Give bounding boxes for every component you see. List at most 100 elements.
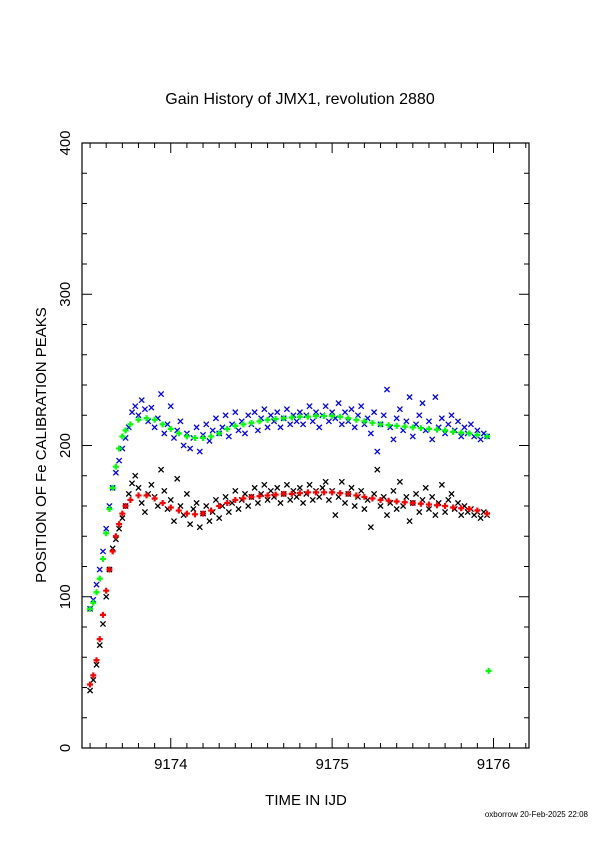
data-point [141, 508, 148, 516]
data-point [116, 445, 123, 452]
x-tick-labels: 9174 9175 9176 [154, 756, 510, 773]
data-point [348, 484, 355, 491]
data-point [254, 427, 261, 434]
data-point [138, 397, 145, 404]
data-point [288, 414, 295, 421]
data-point [338, 421, 345, 428]
data-point [261, 481, 268, 488]
data-point [235, 427, 242, 434]
data-point [229, 499, 236, 507]
series-2 [87, 466, 491, 694]
data-point [445, 421, 452, 428]
data-point [458, 505, 465, 512]
data-point [96, 575, 103, 582]
data-point [385, 422, 392, 429]
data-point [116, 521, 123, 528]
data-point [143, 415, 150, 422]
data-point [353, 416, 360, 423]
data-point [369, 419, 376, 426]
data-point [261, 406, 268, 413]
data-point [141, 406, 148, 413]
data-point [383, 512, 391, 519]
data-point [461, 424, 468, 431]
data-point [293, 493, 300, 500]
data-point [193, 424, 200, 431]
data-point [383, 386, 391, 393]
data-point [232, 496, 239, 503]
data-point [119, 445, 126, 452]
data-point [477, 515, 484, 522]
data-point [112, 463, 119, 470]
data-point [393, 422, 400, 429]
data-point [345, 415, 352, 422]
data-point [393, 415, 400, 422]
data-point [438, 481, 445, 488]
data-point [474, 427, 481, 434]
data-point [103, 587, 110, 594]
data-point [174, 475, 181, 482]
data-point [338, 478, 345, 485]
data-point [337, 490, 344, 497]
data-point [280, 490, 287, 497]
data-point [401, 499, 408, 506]
data-point [377, 496, 384, 503]
data-point [348, 406, 355, 413]
data-point [474, 507, 481, 514]
data-point [87, 687, 94, 694]
data-point [450, 428, 457, 435]
data-point [93, 589, 100, 596]
data-point [374, 466, 381, 473]
data-point [127, 496, 134, 503]
data-point [151, 416, 158, 423]
data-point [429, 493, 436, 500]
data-point [484, 433, 491, 440]
data-point [412, 490, 420, 497]
data-point [161, 487, 168, 494]
data-point [199, 431, 207, 438]
data-point [161, 430, 168, 437]
data-point [219, 424, 226, 431]
x-tick-label: 9174 [154, 756, 187, 773]
data-point [429, 436, 436, 443]
data-point [283, 481, 291, 488]
data-point [248, 419, 255, 426]
data-point [158, 466, 165, 473]
data-point [393, 505, 400, 513]
data-point [256, 493, 263, 500]
y-tick-labels: 0 100 200 300 400 [57, 130, 74, 752]
data-point [361, 421, 368, 428]
data-point [158, 391, 165, 398]
data-point [93, 657, 100, 664]
data-point [287, 496, 294, 504]
data-point [106, 566, 113, 573]
data-point [151, 424, 158, 431]
data-point [458, 512, 465, 519]
series-3 [87, 489, 491, 688]
data-point [99, 548, 107, 555]
data-point [159, 499, 166, 506]
data-point [264, 416, 271, 423]
data-point [106, 502, 113, 510]
data-point [216, 430, 223, 437]
data-point [175, 430, 182, 437]
data-point [316, 424, 323, 431]
data-point [467, 421, 474, 428]
data-point [341, 409, 349, 416]
data-point [367, 430, 374, 437]
data-point [406, 518, 413, 525]
data-point [232, 409, 239, 416]
x-axis-label: TIME IN IJD [265, 792, 347, 809]
data-point [164, 421, 171, 428]
data-point [96, 642, 103, 649]
data-point [167, 496, 174, 504]
data-point [454, 499, 462, 507]
data-point [87, 605, 94, 612]
data-point [287, 421, 294, 428]
data-point [300, 421, 307, 428]
data-point [99, 611, 106, 618]
chart-title: Gain History of JMX1, revolution 2880 [165, 91, 435, 108]
data-point [296, 413, 303, 420]
data-point [241, 430, 249, 437]
data-point [154, 502, 161, 510]
data-point [225, 508, 232, 516]
